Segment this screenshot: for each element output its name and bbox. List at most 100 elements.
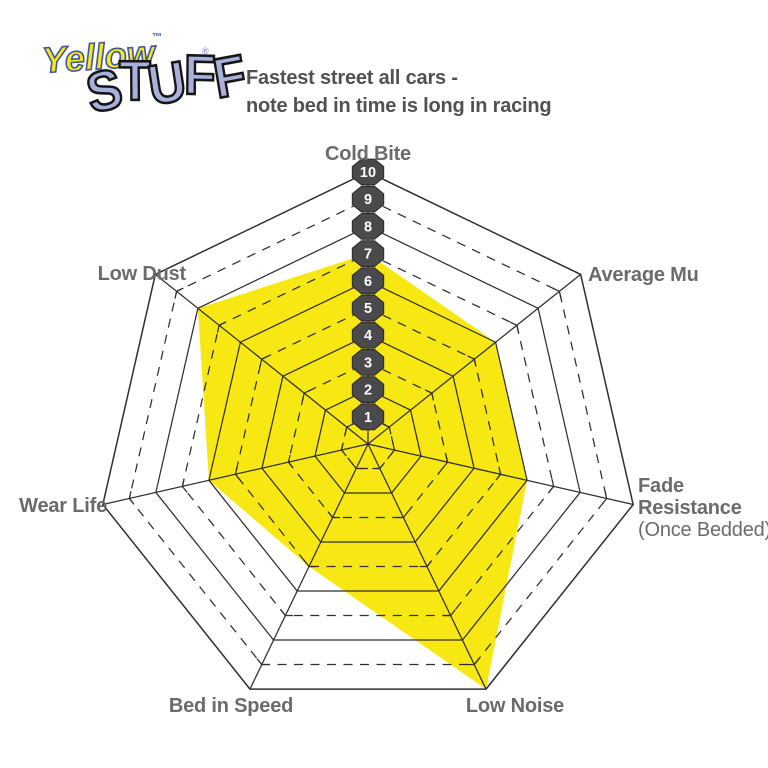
scale-badge-shape xyxy=(351,185,385,213)
axis-label-low-dust: Low Dust xyxy=(98,263,187,285)
ring-spoke-tick xyxy=(473,359,477,367)
ring-spoke-tick xyxy=(379,462,385,469)
data-polygon-layer xyxy=(197,253,528,690)
scale-badges: 1 2 3 4 5 6 7 8 9 10 xyxy=(351,158,385,431)
ring-spoke-tick xyxy=(344,426,348,435)
scale-badge-shape xyxy=(351,403,385,431)
ring-spoke-tick xyxy=(516,325,520,333)
ring-spoke-tick xyxy=(498,466,502,475)
ring-spoke-tick xyxy=(174,291,178,299)
logo-word-stuff: STUFF xyxy=(80,43,250,127)
logo-letter: U xyxy=(143,49,190,119)
ring-spoke-tick xyxy=(176,287,184,292)
grid-ring-9 xyxy=(128,198,608,666)
axis-label-fade-resistance: Resistance xyxy=(638,497,742,519)
axis-label-bed-in-speed: Bed in Speed xyxy=(169,695,293,717)
ring-spoke-tick xyxy=(558,291,562,299)
grid-ring-6 xyxy=(208,280,528,592)
ring-spoke-tick xyxy=(551,478,555,487)
ring-spoke-tick xyxy=(303,389,312,394)
axis-label-fade-resistance: Fade xyxy=(638,475,684,497)
ring-spoke-tick xyxy=(128,498,135,505)
axis-sublabel-fade-resistance: (Once Bedded) xyxy=(638,519,768,541)
ring-spoke-tick xyxy=(301,392,305,401)
ring-spoke-tick xyxy=(128,491,132,499)
scale-badge-shape xyxy=(351,158,385,186)
ring-spoke-tick xyxy=(388,426,392,435)
ring-spoke-tick xyxy=(234,466,238,475)
scale-badge-number: 3 xyxy=(364,355,372,371)
grid-ticks xyxy=(128,287,608,666)
ring-spoke-tick xyxy=(552,287,560,292)
ring-spoke-tick xyxy=(382,423,390,428)
chart-title: Fastest street all cars - note bed in ti… xyxy=(246,64,552,120)
yellowstuff-logo: Yellow ™ STUFF ® xyxy=(34,26,250,127)
ring-spoke-tick xyxy=(509,321,518,326)
ring-spoke-tick xyxy=(287,461,294,469)
scale-badge-number: 1 xyxy=(364,410,372,426)
trademark-symbol: ™ xyxy=(152,32,162,43)
grid-rings xyxy=(102,171,634,690)
scale-badge-number: 9 xyxy=(364,192,372,208)
ring-spoke-tick xyxy=(548,485,555,493)
ring-spoke-tick xyxy=(256,658,263,665)
ring-spoke-tick xyxy=(346,423,354,428)
scale-badge-number: 7 xyxy=(364,247,372,263)
ring-spoke-tick xyxy=(259,359,263,367)
axis-label-average-mu: Average Mu xyxy=(588,264,699,286)
scale-badge-10: 10 xyxy=(351,158,385,186)
ring-spoke-tick xyxy=(389,449,396,457)
ring-spoke-tick xyxy=(392,442,396,451)
axis-label-low-noise: Low Noise xyxy=(466,695,564,717)
grid-ring-5 xyxy=(234,307,502,568)
scale-badge-4: 4 xyxy=(351,321,385,349)
ring-spoke-tick xyxy=(327,511,334,518)
scale-badge-shape xyxy=(351,349,385,376)
ring-spoke-tick xyxy=(351,462,357,469)
chart-title-line1: Fastest street all cars - xyxy=(246,67,458,89)
scale-badge-2: 2 xyxy=(351,376,385,403)
grid-ring-7 xyxy=(181,252,555,617)
ring-spoke-tick xyxy=(280,609,286,616)
chart-title-line2: note bed in time is long in racing xyxy=(246,95,552,117)
ring-spoke-tick xyxy=(450,609,456,616)
ring-spoke-tick xyxy=(601,498,608,505)
ring-spoke-tick xyxy=(303,560,310,567)
scale-badge-number: 2 xyxy=(364,383,372,399)
scale-badge-7: 7 xyxy=(351,240,385,267)
ring-spoke-tick xyxy=(181,485,188,493)
ring-spoke-tick xyxy=(431,392,435,401)
ring-spoke-tick xyxy=(424,389,433,394)
axis-label-wear-life: Wear Life xyxy=(19,495,107,517)
scale-badge-3: 3 xyxy=(351,349,385,376)
scale-badge-8: 8 xyxy=(351,213,385,240)
scale-badge-number: 6 xyxy=(364,274,372,290)
grid-ring-10 xyxy=(102,171,634,690)
scale-badge-number: 5 xyxy=(364,301,372,317)
scale-badge-shape xyxy=(351,294,385,322)
scale-badge-number: 8 xyxy=(364,219,372,235)
scale-badge-shape xyxy=(351,267,385,295)
scale-badge-number: 10 xyxy=(360,165,376,181)
grid-ring-4 xyxy=(261,334,475,543)
ring-spoke-tick xyxy=(467,355,475,360)
scale-badge-6: 6 xyxy=(351,267,385,295)
ring-spoke-tick xyxy=(442,461,449,469)
grid-ring-3 xyxy=(287,361,449,519)
grid-ring-8 xyxy=(155,225,581,641)
ring-spoke-tick xyxy=(604,491,608,499)
ring-spoke-tick xyxy=(445,454,449,463)
ring-spoke-tick xyxy=(402,511,409,518)
ring-spoke-tick xyxy=(234,473,241,481)
ring-spoke-tick xyxy=(426,560,433,567)
scale-badge-shape xyxy=(351,240,385,267)
scale-badge-1: 1 xyxy=(351,403,385,431)
ring-spoke-tick xyxy=(495,473,502,481)
scale-badge-number: 4 xyxy=(364,328,372,344)
scale-badge-shape xyxy=(351,213,385,240)
grid-ring-2 xyxy=(314,388,422,494)
ring-spoke-tick xyxy=(261,355,269,360)
scale-badge-5: 5 xyxy=(351,294,385,322)
